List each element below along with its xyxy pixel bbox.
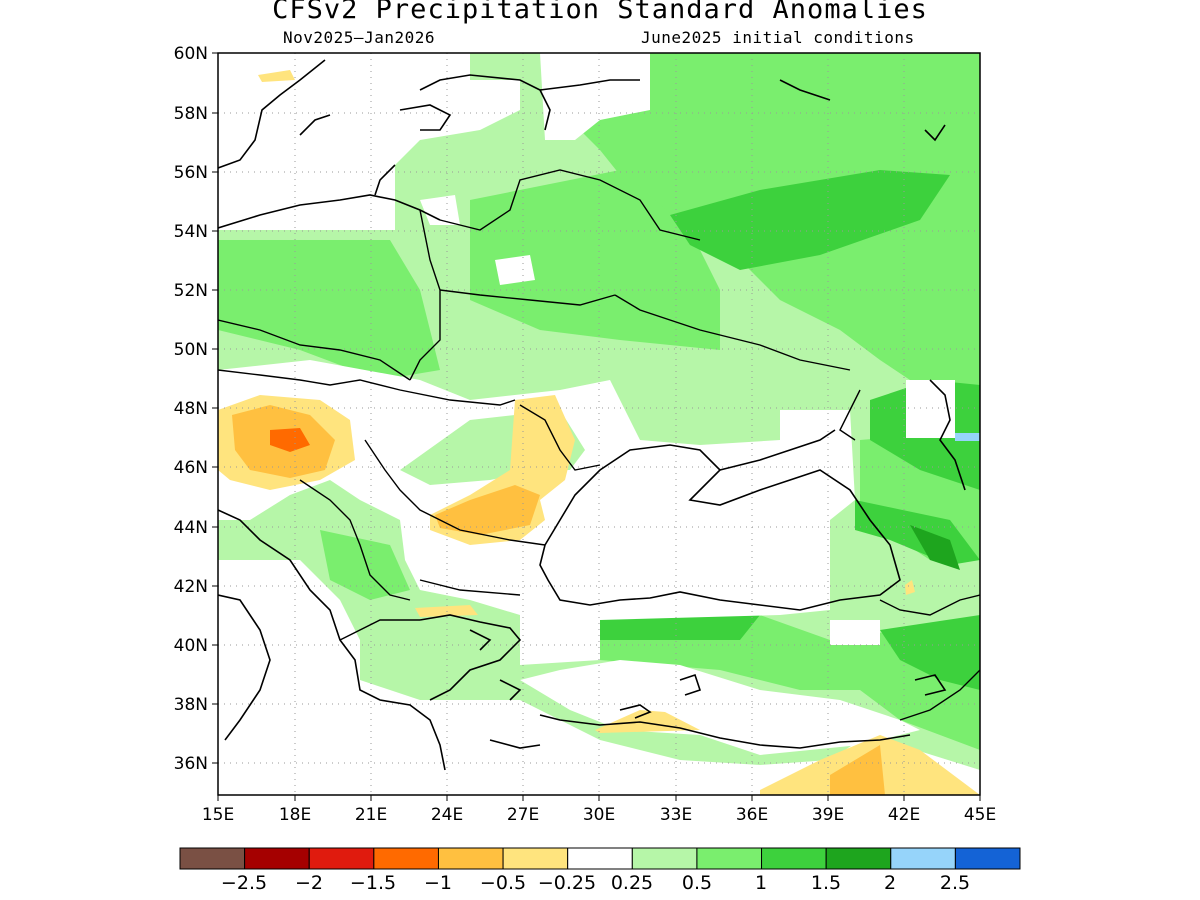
lon-label: 30E [583,805,615,825]
lon-label: 45E [964,805,996,825]
lat-label: 52N [174,281,208,301]
lat-label: 36N [174,754,208,774]
colorbar-swatch [825,847,892,870]
colorbar [179,847,1021,870]
colorbar-swatch [502,847,569,870]
dry-region-romania [435,485,540,535]
colorbar-label: −1.5 [349,872,397,894]
lat-label: 38N [174,695,208,715]
lat-label: 56N [174,163,208,183]
borders [218,169,980,721]
mid-green-band [670,170,950,270]
lon-label: 27E [507,805,539,825]
colorbar-label: 1 [754,872,768,894]
initial-conditions: June2025 initial conditions [641,28,915,47]
white-spot-belarus [495,255,535,285]
colorbar-label: −1 [423,872,453,894]
white-spot-lithuania [420,195,460,225]
dry-core-hungary [270,428,310,452]
graticule [218,53,980,795]
white-box-turkey-e [830,620,880,645]
light-blue-spot [955,433,980,441]
lat-label: 40N [174,636,208,656]
lat-label: 54N [174,222,208,242]
lat-label: 44N [174,518,208,538]
dry-spot-armenia [905,580,915,595]
colorbar-swatch [696,847,763,870]
colorbar-swatch [373,847,439,870]
colorbar-label: −2.5 [220,872,268,894]
green-region-poland [218,240,440,380]
dark-green-spot [910,525,960,570]
lat-label: 50N [174,340,208,360]
lon-label: 15E [202,805,234,825]
white-box-volga [906,380,955,438]
lon-label: 33E [660,805,692,825]
colorbar-label: 1.5 [810,872,842,894]
colorbar-swatch [244,847,310,870]
white-region-baltic [540,53,650,140]
lat-label: 42N [174,577,208,597]
mid-green-turkey-east [880,615,980,690]
lat-label: 58N [174,104,208,124]
mid-green-turkey-coast [600,615,760,640]
colorbar-label: −0.25 [537,872,597,894]
lon-label: 39E [812,805,844,825]
lat-label: 60N [174,44,208,64]
colorbar-swatch [631,847,698,870]
colorbar-swatch [567,847,633,870]
lon-label: 24E [431,805,463,825]
axis-ticks [212,52,981,801]
lon-label: 21E [355,805,387,825]
longitude-labels: 15E 18E 21E 24E 27E 30E 33E 36E 39E 42E … [202,805,996,825]
colorbar-swatch [761,847,827,870]
lon-label: 18E [279,805,311,825]
latitude-labels: 60N 58N 56N 54N 52N 50N 48N 46N 44N 42N … [174,44,208,774]
valid-period: Nov2025–Jan2026 [283,28,435,47]
white-region-south [218,560,980,795]
colorbar-swatch [179,847,246,870]
lg-spot-greece [395,675,402,690]
green-region-belarus [470,170,720,350]
colorbar-label: 2.5 [939,872,971,894]
white-region-nw [218,53,520,230]
lon-label: 36E [736,805,768,825]
colorbar-label: 2 [883,872,897,894]
colorbar-label: −2 [294,872,324,894]
green-region-anatolia [600,615,980,750]
map-title: CFSv2 Precipitation Standard Anomalies [272,0,928,25]
green-region-balkans [320,530,410,600]
white-region-turkey [520,660,920,755]
colorbar-label: −0.5 [479,872,527,894]
dry-spot-sweden [258,70,295,82]
colorbar-label: 0.25 [610,872,654,894]
colorbar-swatch [890,847,956,870]
lat-label: 46N [174,458,208,478]
anomaly-field [218,53,980,795]
dry-core-syria [830,745,885,795]
lon-label: 42E [888,805,920,825]
colorbar-swatch [437,847,504,870]
lat-label: 48N [174,399,208,419]
colorbar-label: 0.5 [681,872,713,894]
lg-greece-north [380,600,430,650]
coastlines [218,59,966,771]
colorbar-swatch [308,847,375,870]
colorbar-swatch [954,847,1021,870]
